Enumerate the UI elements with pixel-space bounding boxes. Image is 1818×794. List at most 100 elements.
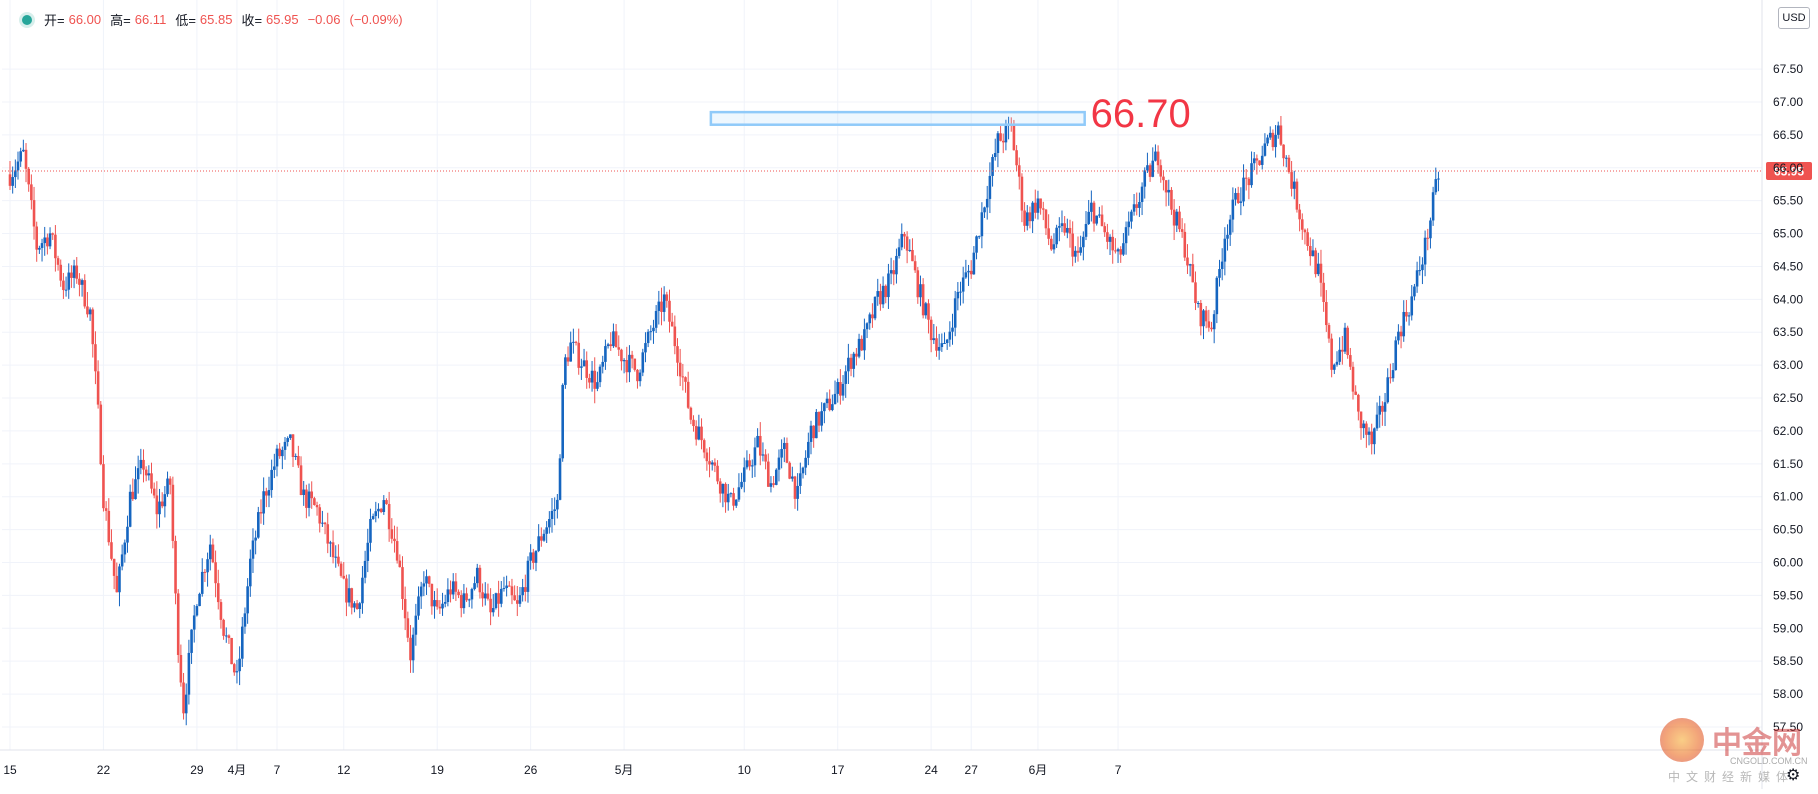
candle-body bbox=[617, 347, 621, 350]
y-tick-label: 58.50 bbox=[1773, 654, 1803, 668]
y-tick-label: 61.00 bbox=[1773, 490, 1803, 504]
candle-body bbox=[900, 233, 904, 248]
candle-body bbox=[828, 398, 831, 411]
candle-body bbox=[475, 567, 479, 584]
low-label: 低= bbox=[175, 13, 196, 28]
candle-body bbox=[606, 344, 610, 347]
change-value: −0.06 bbox=[307, 12, 341, 27]
candle-body bbox=[168, 478, 172, 485]
candle-body bbox=[614, 331, 618, 348]
candle-body bbox=[943, 343, 946, 345]
candle-body bbox=[564, 357, 567, 385]
candle-body bbox=[774, 469, 778, 485]
candle-body bbox=[817, 411, 821, 426]
candle-body bbox=[1279, 125, 1283, 145]
candle-body bbox=[916, 270, 920, 298]
candle-body bbox=[395, 541, 399, 561]
candle-body bbox=[694, 426, 698, 440]
candle-body bbox=[1204, 310, 1208, 322]
candle-body bbox=[457, 591, 460, 596]
candle-body bbox=[1266, 137, 1269, 144]
candle-body bbox=[540, 536, 543, 541]
candle-body bbox=[393, 538, 396, 542]
candle-body bbox=[32, 200, 36, 227]
candle-body bbox=[326, 524, 330, 544]
gear-icon[interactable]: ⚙ bbox=[1786, 767, 1801, 784]
candle-body bbox=[548, 518, 551, 528]
overlays: 66.70 65.95 bbox=[2, 92, 1812, 181]
candle-body bbox=[246, 586, 249, 614]
candle-body bbox=[1370, 431, 1373, 445]
candle-body bbox=[1250, 163, 1253, 186]
candle-body bbox=[494, 593, 498, 609]
candle-body bbox=[208, 544, 212, 560]
candle-body bbox=[192, 615, 196, 630]
candle-body bbox=[566, 357, 570, 362]
candle-body bbox=[1127, 221, 1131, 228]
candle-body bbox=[1268, 132, 1272, 138]
candle-body bbox=[937, 347, 941, 351]
candle-body bbox=[22, 149, 25, 152]
candle-body bbox=[187, 652, 191, 695]
y-tick-label: 63.50 bbox=[1773, 325, 1803, 339]
candle-body bbox=[1276, 125, 1280, 135]
candle-body bbox=[99, 404, 103, 465]
candle-body bbox=[1100, 214, 1104, 227]
candle-body bbox=[430, 583, 434, 607]
candle-body bbox=[235, 671, 239, 673]
watermark-logo-icon bbox=[1660, 718, 1704, 762]
candle-body bbox=[633, 358, 637, 370]
candle-body bbox=[684, 377, 687, 382]
candle-body bbox=[24, 149, 28, 169]
candle-body bbox=[160, 501, 164, 507]
candle-body bbox=[1284, 157, 1288, 159]
candle-body bbox=[441, 603, 444, 609]
candle-body bbox=[51, 233, 55, 235]
currency-button[interactable]: USD bbox=[1778, 7, 1810, 29]
candle-body bbox=[1349, 355, 1352, 367]
candle-body bbox=[702, 440, 706, 453]
candle-body bbox=[1359, 411, 1363, 429]
candle-body bbox=[993, 153, 997, 158]
x-tick-label: 4月 bbox=[228, 763, 247, 777]
candle-body bbox=[951, 327, 954, 332]
candle-body bbox=[150, 473, 153, 489]
candle-body bbox=[969, 270, 973, 275]
price-tag-label: 65.95 bbox=[1774, 165, 1804, 179]
candle-body bbox=[1044, 209, 1048, 229]
candle-body bbox=[179, 654, 183, 683]
candle-body bbox=[1023, 210, 1026, 226]
x-tick-label: 17 bbox=[831, 763, 845, 777]
candle-body bbox=[1236, 192, 1240, 203]
candle-body bbox=[265, 491, 268, 496]
candle-body bbox=[1148, 165, 1152, 177]
candle-body bbox=[873, 296, 877, 319]
candle-body bbox=[86, 306, 89, 315]
candle-body bbox=[443, 602, 447, 604]
candle-body bbox=[980, 212, 984, 237]
candle-body bbox=[1255, 158, 1259, 161]
candle-body bbox=[147, 473, 151, 476]
candle-body bbox=[1039, 198, 1042, 209]
candle-body bbox=[945, 339, 949, 344]
y-tick-label: 62.00 bbox=[1773, 424, 1803, 438]
candle-body bbox=[697, 426, 701, 440]
candle-body bbox=[1351, 366, 1355, 392]
candle-body bbox=[1167, 189, 1171, 193]
candle-body bbox=[1135, 204, 1139, 208]
candle-body bbox=[545, 527, 548, 534]
candle-body bbox=[289, 434, 292, 439]
candle-body bbox=[345, 578, 348, 603]
candle-body bbox=[1119, 249, 1123, 255]
candle-body bbox=[1300, 219, 1304, 230]
candle-body bbox=[1343, 327, 1347, 352]
candle-body bbox=[1170, 189, 1173, 210]
candle-body bbox=[104, 508, 108, 511]
candle-body bbox=[497, 593, 500, 604]
candle-body bbox=[654, 310, 658, 328]
candle-body bbox=[889, 270, 893, 274]
y-tick-label: 65.00 bbox=[1773, 227, 1803, 241]
y-tick-label: 64.00 bbox=[1773, 292, 1803, 306]
